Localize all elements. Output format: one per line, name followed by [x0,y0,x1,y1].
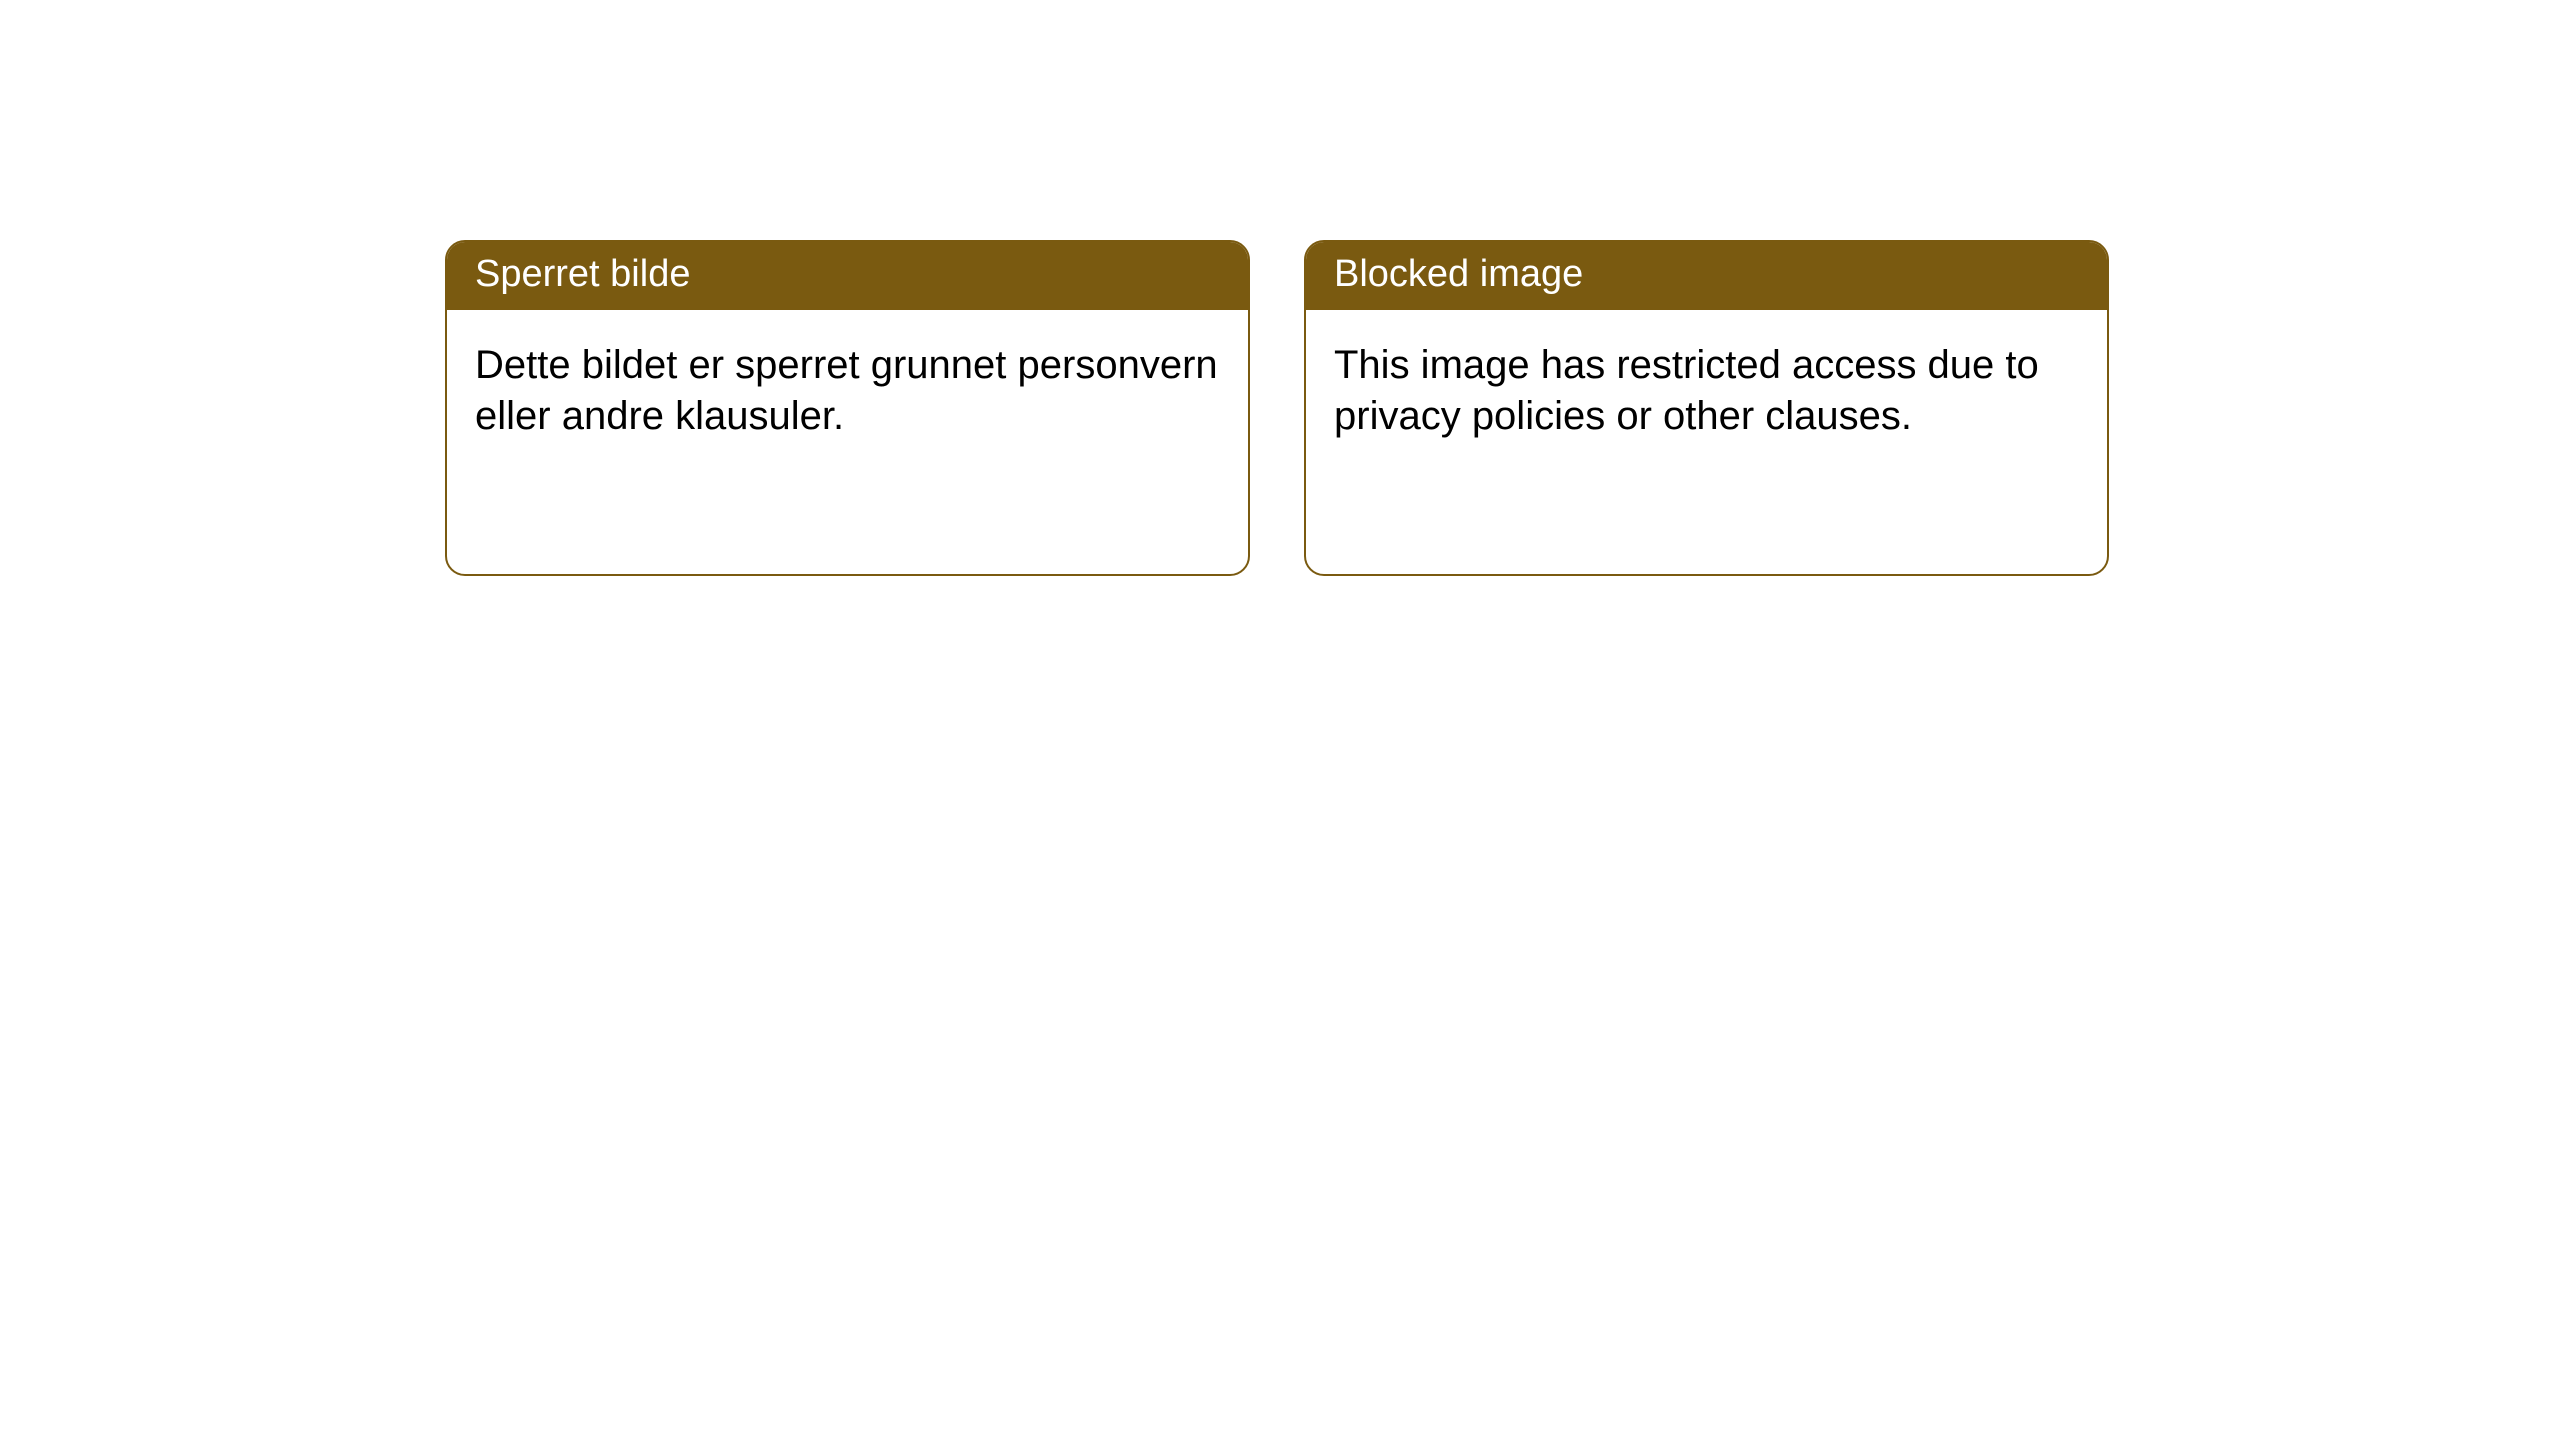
panel-title-en: Blocked image [1306,242,2107,310]
panel-body-no: Dette bildet er sperret grunnet personve… [447,310,1248,462]
notice-panel-en: Blocked image This image has restricted … [1304,240,2109,576]
notice-panel-no: Sperret bilde Dette bildet er sperret gr… [445,240,1250,576]
panel-title-no: Sperret bilde [447,242,1248,310]
panel-body-en: This image has restricted access due to … [1306,310,2107,462]
notice-panels: Sperret bilde Dette bildet er sperret gr… [445,240,2109,576]
